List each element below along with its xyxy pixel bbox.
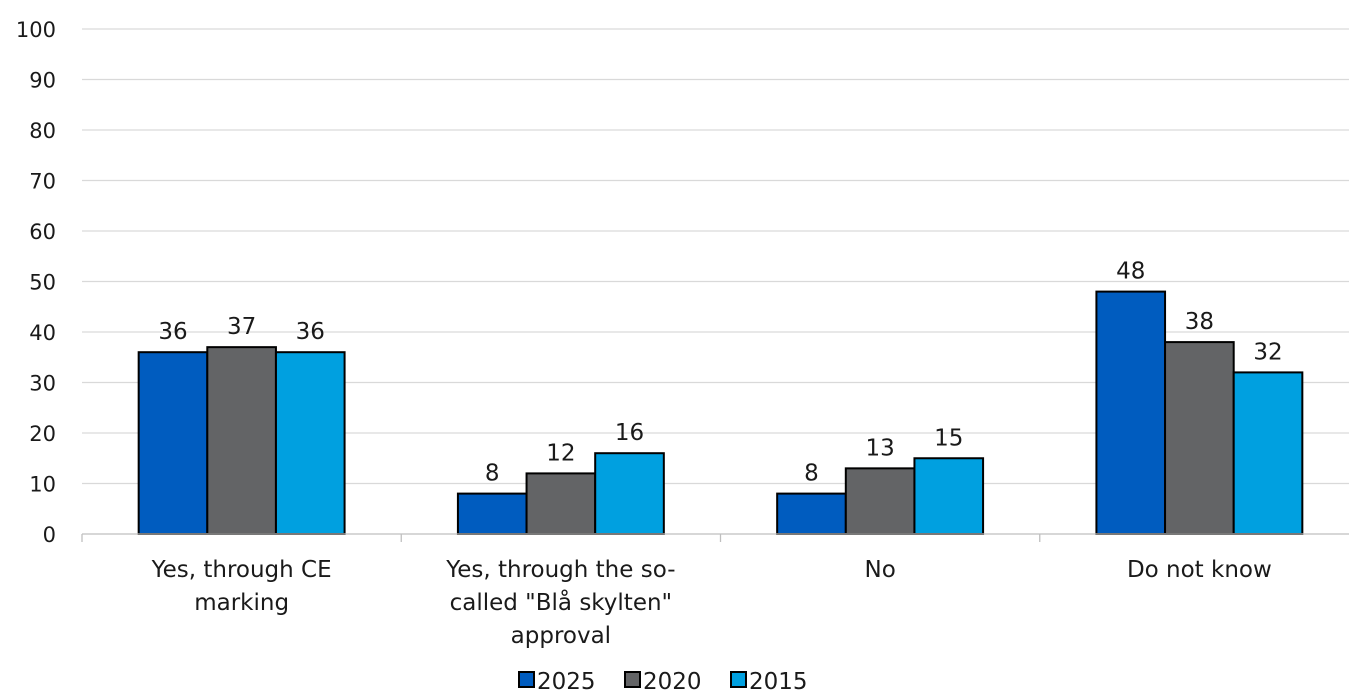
y-tick-label: 70 [29,170,56,194]
data-labels: 36 8 8 48 37 12 13 38 36 16 15 32 [158,259,1282,487]
y-tick-label: 60 [29,220,56,244]
bar-2025-2 [776,492,847,536]
data-label: 15 [934,425,963,451]
category-label: Yes, through the so- [445,557,675,583]
y-tick-label: 20 [29,422,56,446]
data-label: 48 [1116,259,1145,285]
y-tick-label: 30 [29,372,56,396]
y-tick-label: 90 [29,69,56,93]
bar-2020-2 [844,467,916,536]
bar-2025-1 [456,492,528,536]
category-label: marking [194,590,289,616]
legend-label: 2015 [749,669,808,695]
bars [137,290,1304,536]
legend-label: 2020 [643,669,702,695]
data-label: 32 [1253,339,1282,365]
legend-label: 2025 [537,669,596,695]
bar-2020-3 [1164,341,1235,535]
bar-2015-0 [274,351,346,536]
y-tick-label: 100 [16,18,56,42]
legend-swatch-2015 [730,671,747,688]
data-label: 8 [485,461,500,487]
bar-2015-2 [913,457,985,535]
category-label: approval [511,623,611,649]
legend-swatch-2020 [624,671,641,688]
category-label: Yes, through CE [151,557,332,583]
bar-2020-1 [525,472,597,535]
y-tick-label: 80 [29,119,56,143]
category-label: No [864,557,895,583]
bar-2015-1 [594,452,665,536]
data-label: 36 [296,319,325,345]
data-label: 13 [865,435,894,461]
x-axis-categories: Yes, through CE marking Yes, through the s… [151,557,1272,649]
data-label: 36 [158,319,187,345]
category-label: Do not know [1127,557,1272,583]
x-axis [81,533,1349,542]
legend: 2025 2020 2015 [518,669,808,695]
y-tick-label: 50 [29,271,56,295]
y-tick-label: 0 [43,523,56,547]
category-label: called "Blå skylten" [450,588,673,616]
bar-2015-3 [1232,371,1304,535]
legend-swatch-2025 [518,671,535,688]
data-label: 16 [615,420,644,446]
data-label: 8 [804,461,819,487]
bar-2020-0 [206,346,277,535]
bar-2025-0 [137,351,209,536]
y-tick-label: 10 [29,473,56,497]
y-axis-ticks: 0 10 20 30 40 50 60 70 80 90 100 [16,18,56,547]
data-label: 37 [227,314,256,340]
data-label: 38 [1185,309,1214,335]
data-label: 12 [546,440,575,466]
bar-2025-3 [1095,290,1167,535]
y-tick-label: 40 [29,321,56,345]
